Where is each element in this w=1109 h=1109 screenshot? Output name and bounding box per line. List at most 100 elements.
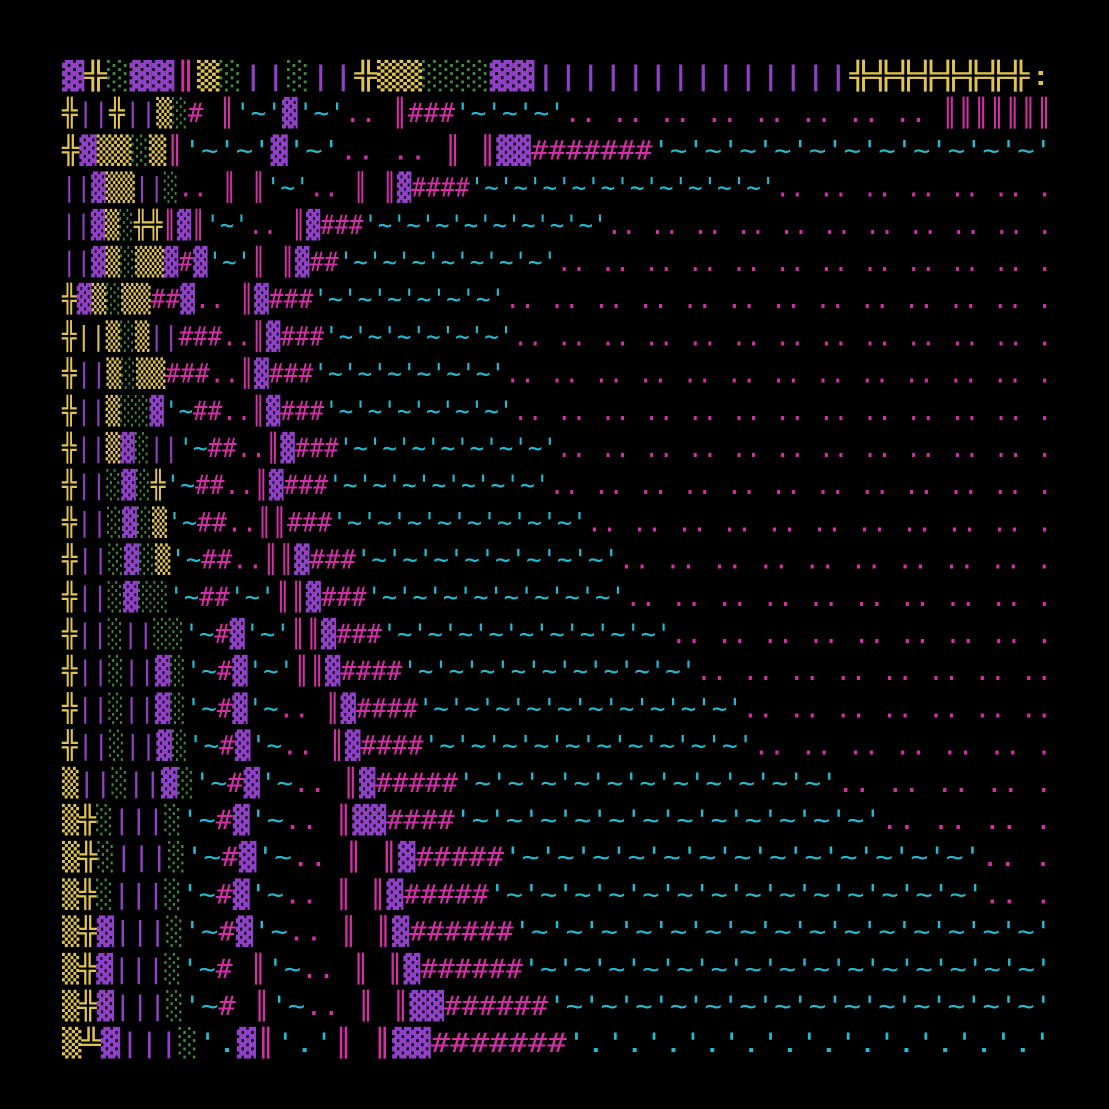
- art-segment: ░: [168, 840, 186, 873]
- art-segment: #######: [531, 135, 653, 166]
- art-row: ╬||░▓░░'~##'~'║║▓###'~'~'~'~'~'~'~'~'.. …: [61, 579, 1052, 612]
- art-segment: ░: [107, 59, 130, 92]
- art-segment: '~'~'~'~'~'~'~': [339, 247, 557, 278]
- art-segment: '~: [188, 730, 219, 761]
- art-segment: ░: [172, 96, 188, 129]
- art-segment: ▓: [386, 877, 404, 910]
- art-segment: ▒: [106, 431, 121, 464]
- art-segment: ░: [96, 803, 113, 836]
- art-segment: ▒▒: [135, 245, 165, 278]
- art-segment: ╬: [61, 579, 78, 612]
- art-segment: '~: [184, 916, 219, 947]
- art-segment: #######: [431, 1028, 568, 1059]
- art-segment: ▓: [340, 691, 356, 724]
- art-row: ╬||░||░░'~#▓'~'║║▓###'~'~'~'~'~'~'~'~'~'…: [61, 617, 1052, 650]
- art-row: ╬||░▓░▒'~##..║║▓###'~'~'~'~'~'~'~'~'.. .…: [61, 542, 1052, 575]
- art-segment: ▒: [105, 207, 120, 240]
- art-segment: .. .. .. .. .. .. .. .. .. .. .. .. .: [513, 321, 1052, 352]
- art-segment: ||▓: [62, 245, 106, 278]
- art-segment: ░: [166, 989, 183, 1022]
- art-segment: ##: [310, 247, 340, 278]
- art-segment: '~'~'~'~'~'~'~'~': [332, 507, 587, 538]
- art-segment: ░: [287, 59, 310, 92]
- art-segment: ####: [341, 656, 404, 687]
- art-row: ╬||░▓░▒'~##..║║###'~'~'~'~'~'~'~'~'.. ..…: [61, 505, 1052, 538]
- art-segment: #: [219, 730, 235, 761]
- art-segment: '~: [169, 581, 199, 612]
- art-segment: |||: [120, 1028, 178, 1059]
- art-segment: ░░░: [422, 59, 490, 92]
- art-segment: ||: [78, 730, 109, 761]
- art-segment: '~': [230, 581, 276, 612]
- art-segment: # ║: [188, 96, 235, 129]
- art-segment: ▓: [280, 431, 295, 464]
- art-segment: .. ║: [282, 728, 345, 761]
- art-segment: .. .. .. .. .. .. .. .. .. .. .. .: [550, 470, 1052, 501]
- art-segment: '~'~'~'~'~'~'~': [339, 433, 557, 464]
- art-segment: '.'.'.'.'.'.'.'.'.'.'.'.': [567, 1028, 1052, 1059]
- art-segment: ░░: [120, 393, 149, 426]
- art-segment: ||: [77, 693, 108, 724]
- art-segment: '~: [184, 991, 219, 1022]
- art-row: ▒╬░|||░'~#▓'~.. ║ ▓▓#### '~'~'~'~'~'~'~'~'…: [62, 803, 1052, 836]
- art-segment: .. .: [981, 842, 1052, 873]
- art-segment: ||: [149, 321, 178, 352]
- art-segment: .. .. .. .. .. .. .. .. .. .. .: [587, 507, 1052, 538]
- art-segment: ░: [108, 691, 123, 724]
- art-segment: ▓: [180, 282, 195, 315]
- art-segment: ▒: [62, 951, 80, 984]
- art-row: ||▓▒░╬╬║▓║'~'.. ║▓###'~'~'~'~'~'~'~'~'..…: [62, 207, 1052, 240]
- art-segment: ||: [149, 433, 178, 464]
- art-row: ╬||╬||▒░# ║'~'▓'~'.. ║###'~'~'~'.. .. ..…: [61, 96, 1052, 129]
- art-segment: '~: [184, 619, 214, 650]
- art-segment: ##..║║: [201, 542, 294, 575]
- art-segment: ░: [136, 468, 151, 501]
- art-segment: '~'~'~'~'~'~'~'~'~'~': [418, 693, 743, 724]
- art-segment: ╬: [61, 468, 77, 501]
- art-segment: .. .. .. .. .. .. .. .. .. .. .. .: [557, 433, 1052, 464]
- art-segment: ▓: [254, 282, 269, 315]
- art-segment: #: [227, 767, 244, 798]
- art-segment: # ║: [216, 951, 267, 984]
- art-segment: ▓: [236, 914, 254, 947]
- art-segment: ░: [108, 617, 123, 650]
- art-segment: ╬: [61, 133, 80, 166]
- art-segment: ░░: [138, 579, 168, 612]
- art-segment: ##..║: [193, 393, 266, 426]
- art-segment: ||: [135, 172, 164, 203]
- art-segment: ░: [108, 654, 123, 687]
- art-segment: ▓: [254, 356, 269, 389]
- art-segment: '~'~'~'~'~'~'~'~'~'~'~'~': [455, 805, 882, 836]
- art-segment: ▓▓: [352, 803, 387, 836]
- art-segment: '~'~'~'~'~'~': [324, 395, 513, 426]
- art-segment: .. ║ ║: [301, 951, 403, 984]
- art-segment: .. .. .. .. .: [838, 767, 1052, 798]
- art-segment: .. .. .. .. .. .. .: [775, 172, 1052, 203]
- art-segment: |||: [114, 991, 166, 1022]
- art-segment: ░: [131, 133, 148, 166]
- art-segment: ║║: [291, 617, 321, 650]
- art-segment: ╬: [61, 691, 78, 724]
- art-segment: '~'~'~'~'~'~'~'~'~'~'~': [653, 135, 1052, 166]
- art-row: ╬||░||▓░'~#▓'~.. ║▓####'~'~'~'~'~'~'~'~'…: [61, 691, 1052, 724]
- art-segment: '~: [251, 730, 282, 761]
- art-segment: ▓: [266, 393, 281, 426]
- art-segment: ▓: [96, 951, 114, 984]
- art-segment: '~'~'~'~'~'~'~'~'~'~'~'~'~'~': [548, 991, 1052, 1022]
- art-segment: .. ║ ║: [305, 989, 409, 1022]
- art-segment: #: [216, 879, 234, 910]
- art-segment: ▓▓: [409, 989, 445, 1022]
- art-segment: ▒: [106, 245, 121, 278]
- art-segment: '~'~'~'~'~'~'~'~'~'~'~': [458, 767, 837, 798]
- art-row: ▒╬▓||| ░'~# ║ '~.. ║ ║ ▓▓###### '~'~'~'~'~'~…: [62, 989, 1052, 1022]
- art-segment: ╬: [83, 59, 108, 92]
- art-segment: '~: [170, 544, 201, 575]
- art-segment: ║: [162, 207, 176, 240]
- art-segment: ####: [386, 805, 455, 836]
- art-segment: .. ║###: [345, 96, 456, 129]
- art-segment: .. .. ║ ║: [340, 133, 496, 166]
- art-segment: '~'~'~'~'~'~'~'~'~'~'~'~'~'~': [489, 879, 984, 910]
- art-segment: .. .: [984, 879, 1052, 910]
